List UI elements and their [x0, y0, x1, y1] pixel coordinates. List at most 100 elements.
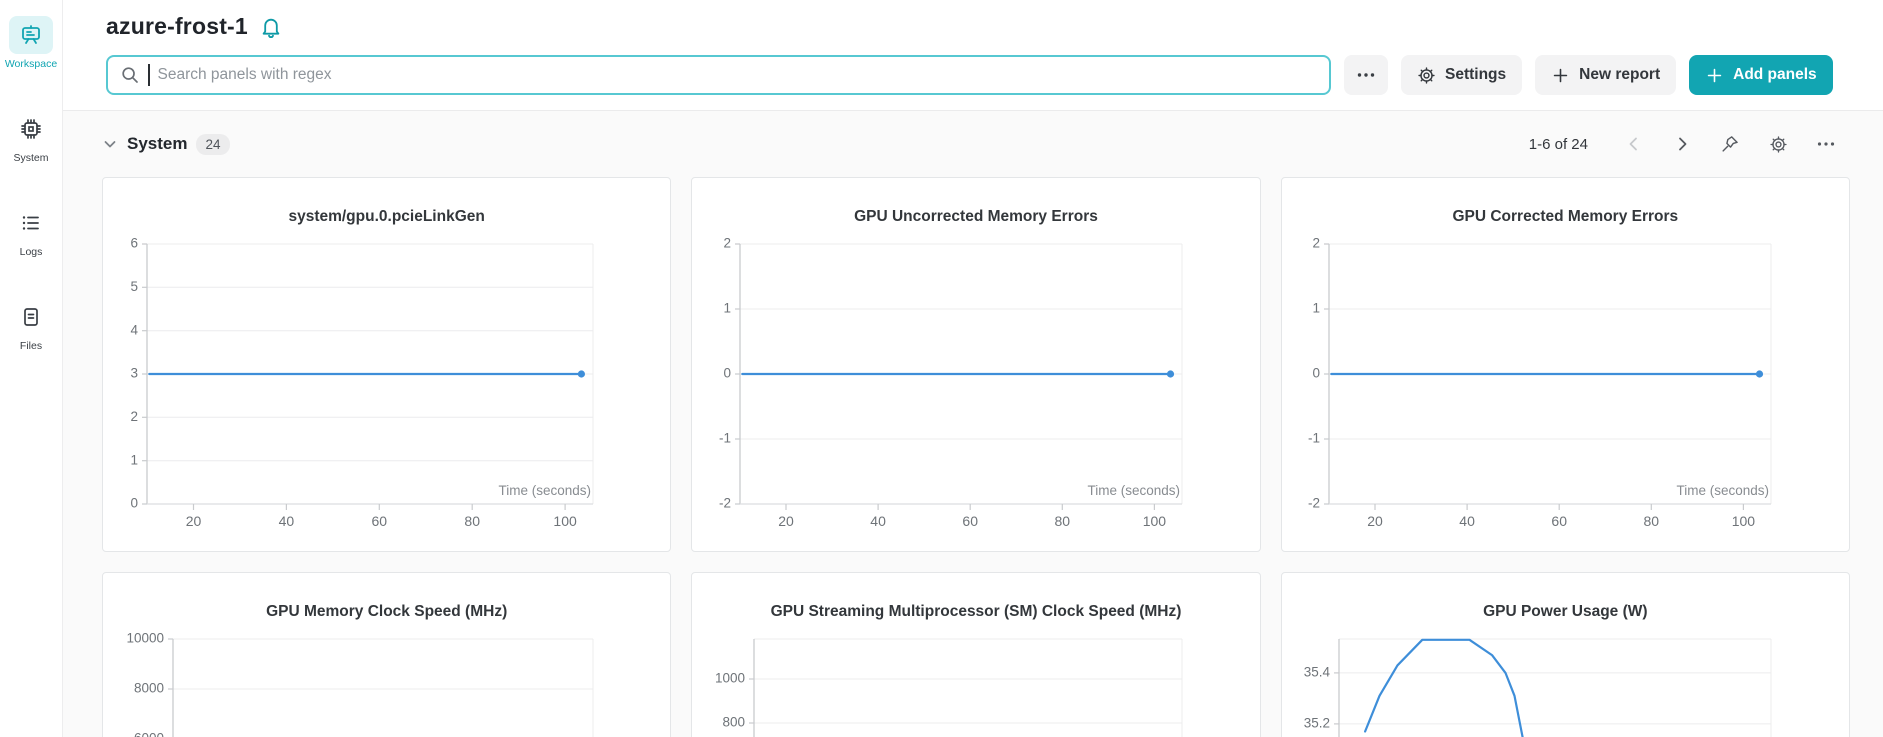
gear-icon: [1769, 135, 1787, 153]
panel-gpu-sm-clock-speed[interactable]: GPU Streaming Multiprocessor (SM) Clock …: [691, 572, 1261, 737]
next-page-button[interactable]: [1658, 135, 1706, 153]
panel-pcie-link-gen[interactable]: system/gpu.0.pcieLinkGen 6 5 4 3 2 1 0 20 40 60 80…: [102, 177, 672, 552]
panel-gpu-power-usage[interactable]: GPU Power Usage (W) 35.435.235.034.834.6…: [1280, 572, 1850, 737]
svg-text:80: 80: [1644, 513, 1660, 529]
svg-text:35.4: 35.4: [1304, 664, 1331, 679]
svg-text:Time (seconds): Time (seconds): [498, 483, 591, 498]
svg-text:35.2: 35.2: [1304, 715, 1330, 730]
svg-text:0: 0: [723, 366, 731, 381]
svg-text:10000: 10000: [126, 631, 164, 646]
settings-label: Settings: [1445, 66, 1507, 83]
plus-icon: [1553, 68, 1568, 82]
section-controls: 1-6 of 24: [1529, 133, 1850, 155]
svg-text:80: 80: [1054, 513, 1070, 529]
svg-text:20: 20: [778, 513, 794, 529]
svg-text:100: 100: [1732, 513, 1756, 529]
workspace-icon: [8, 16, 53, 54]
line-chart: 100008000600040002000020406080100Time (s…: [126, 631, 594, 737]
line-chart: 1000800600400200020406080100Time (second…: [715, 638, 1183, 737]
logs-icon: [9, 204, 53, 242]
sidebar-item-label: System: [13, 152, 49, 164]
svg-text:-2: -2: [719, 496, 731, 511]
sidebar-item-label: Files: [19, 340, 43, 352]
panel-title: GPU Uncorrected Memory Errors: [854, 208, 1098, 225]
svg-text:100: 100: [553, 513, 577, 529]
panel-grid: system/gpu.0.pcieLinkGen 6 5 4 3 2 1 0 20 40 60 80…: [102, 177, 1850, 737]
svg-text:0: 0: [130, 496, 138, 511]
svg-text:20: 20: [1368, 513, 1384, 529]
sidebar-item-system[interactable]: System: [9, 110, 53, 164]
svg-text:-1: -1: [1308, 431, 1320, 446]
sidebar-item-workspace[interactable]: Workspace: [5, 16, 57, 70]
svg-text:Time (seconds): Time (seconds): [1087, 483, 1180, 498]
add-panels-label: Add panels: [1733, 66, 1817, 83]
panel-title: GPU Streaming Multiprocessor (SM) Clock …: [770, 603, 1182, 620]
gear-icon: [1418, 66, 1435, 84]
new-report-button[interactable]: New report: [1535, 55, 1677, 95]
page-header: azure-frost-1: [63, 0, 1883, 110]
run-title: azure-frost-1: [106, 13, 248, 39]
sidebar-item-label: Logs: [19, 246, 43, 258]
header-more-button[interactable]: [1344, 55, 1388, 95]
svg-text:40: 40: [870, 513, 886, 529]
svg-text:2: 2: [1313, 236, 1321, 251]
files-icon: [9, 298, 53, 336]
svg-text:800: 800: [722, 715, 745, 730]
line-chart: 6 5 4 3 2 1 0 20 40 60 80 100 Time (seconds): [130, 236, 594, 529]
pin-section-button[interactable]: [1706, 134, 1754, 154]
main-area: azure-frost-1: [63, 0, 1883, 737]
panel-title: GPU Corrected Memory Errors: [1452, 208, 1679, 225]
panel-title: GPU Power Usage (W): [1483, 603, 1648, 620]
text-caret: [148, 64, 150, 86]
svg-text:8000: 8000: [134, 681, 164, 696]
svg-text:20: 20: [185, 513, 201, 529]
panel-title: system/gpu.0.pcieLinkGen: [288, 208, 485, 225]
section-more-button[interactable]: [1802, 133, 1850, 155]
add-panels-button[interactable]: Add panels: [1689, 55, 1833, 95]
panel-gpu-corrected-memory-errors[interactable]: GPU Corrected Memory Errors 2 1 0 -1 -2 20 40 6…: [1280, 177, 1850, 552]
header-divider: [63, 110, 1883, 111]
svg-text:100: 100: [1143, 513, 1167, 529]
system-section-header: System 24 1-6 of 24: [102, 111, 1850, 177]
svg-text:4: 4: [130, 322, 138, 337]
sidebar-item-logs[interactable]: Logs: [9, 204, 53, 258]
svg-text:6000: 6000: [134, 731, 164, 737]
svg-text:3: 3: [130, 366, 138, 381]
svg-text:1: 1: [1313, 301, 1321, 316]
notification-bell-icon[interactable]: [259, 15, 283, 39]
plus-icon: [1707, 68, 1722, 82]
panel-count-badge: 24: [196, 133, 230, 155]
chevron-right-icon: [1679, 137, 1687, 151]
svg-text:-2: -2: [1308, 496, 1320, 511]
svg-text:Time (seconds): Time (seconds): [1677, 483, 1770, 498]
panel-gpu-memory-clock-speed[interactable]: GPU Memory Clock Speed (MHz) 10000 8000 60…: [102, 572, 672, 737]
section-settings-button[interactable]: [1754, 135, 1802, 154]
sidebar-item-files[interactable]: Files: [9, 298, 53, 352]
section-collapse-toggle[interactable]: System 24: [102, 133, 230, 155]
search-panels-box[interactable]: [106, 55, 1331, 95]
panel-title: GPU Memory Clock Speed (MHz): [266, 603, 508, 620]
new-report-label: New report: [1579, 66, 1661, 83]
section-title: System: [127, 134, 188, 153]
svg-text:40: 40: [278, 513, 294, 529]
settings-button[interactable]: Settings: [1401, 55, 1523, 95]
content-area: System 24 1-6 of 24: [63, 111, 1883, 737]
svg-text:5: 5: [130, 279, 138, 294]
svg-text:6: 6: [130, 236, 138, 251]
search-icon: [122, 67, 138, 83]
line-chart: 2 1 0 -1 -2 20 40 60 80 100 Time (seconds): [719, 236, 1183, 529]
svg-text:1: 1: [723, 301, 731, 316]
pagination-label: 1-6 of 24: [1528, 135, 1588, 153]
panel-gpu-uncorrected-memory-errors[interactable]: GPU Uncorrected Memory Errors 2 1 0 -1 -2 20 4…: [691, 177, 1261, 552]
line-chart: 35.435.235.034.834.620406080100Time (sec…: [1304, 638, 1772, 737]
pin-icon: [1722, 136, 1738, 152]
svg-text:0: 0: [1313, 366, 1321, 381]
search-input[interactable]: [157, 66, 1317, 84]
prev-page-button[interactable]: [1610, 135, 1658, 153]
svg-text:60: 60: [1552, 513, 1568, 529]
svg-text:40: 40: [1460, 513, 1476, 529]
chevron-left-icon: [1629, 137, 1637, 151]
left-nav-rail: Workspace System Logs: [0, 0, 63, 737]
svg-text:2: 2: [130, 409, 138, 424]
